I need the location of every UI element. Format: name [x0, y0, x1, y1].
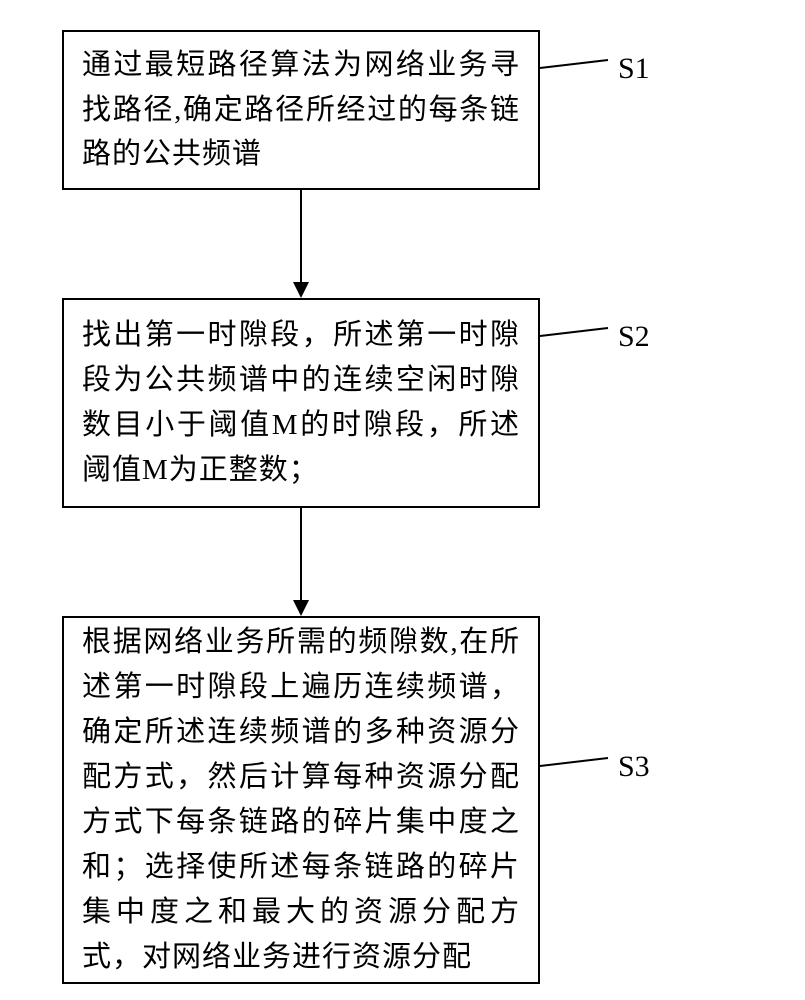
flow-node-s1-text: 通过最短路径算法为网络业务寻找路径,确定路径所经过的每条链路的公共频谱	[82, 43, 520, 178]
flow-node-s3: 根据网络业务所需的频隙数,在所述第一时隙段上遍历连续频谱，确定所述连续频谱的多种…	[62, 616, 540, 984]
connector-s1-s2	[300, 190, 302, 282]
arrowhead-s1-s2	[293, 282, 309, 298]
flow-node-s2: 找出第一时隙段，所述第一时隙段为公共频谱中的连续空闲时隙数目小于阈值M的时隙段，…	[62, 298, 540, 508]
leader-line-s3	[0, 0, 1, 1]
arrowhead-s2-s3	[293, 600, 309, 616]
flow-node-s2-text: 找出第一时隙段，所述第一时隙段为公共频谱中的连续空闲时隙数目小于阈值M的时隙段，…	[82, 313, 520, 493]
step-label-s2: S2	[618, 320, 650, 354]
connector-s2-s3	[300, 508, 302, 600]
flowchart-canvas: 通过最短路径算法为网络业务寻找路径,确定路径所经过的每条链路的公共频谱 S1 找…	[0, 0, 805, 1000]
step-label-s1: S1	[618, 52, 650, 86]
flow-node-s1: 通过最短路径算法为网络业务寻找路径,确定路径所经过的每条链路的公共频谱	[62, 30, 540, 190]
flow-node-s3-text: 根据网络业务所需的频隙数,在所述第一时隙段上遍历连续频谱，确定所述连续频谱的多种…	[82, 620, 520, 980]
step-label-s3: S3	[618, 750, 650, 784]
